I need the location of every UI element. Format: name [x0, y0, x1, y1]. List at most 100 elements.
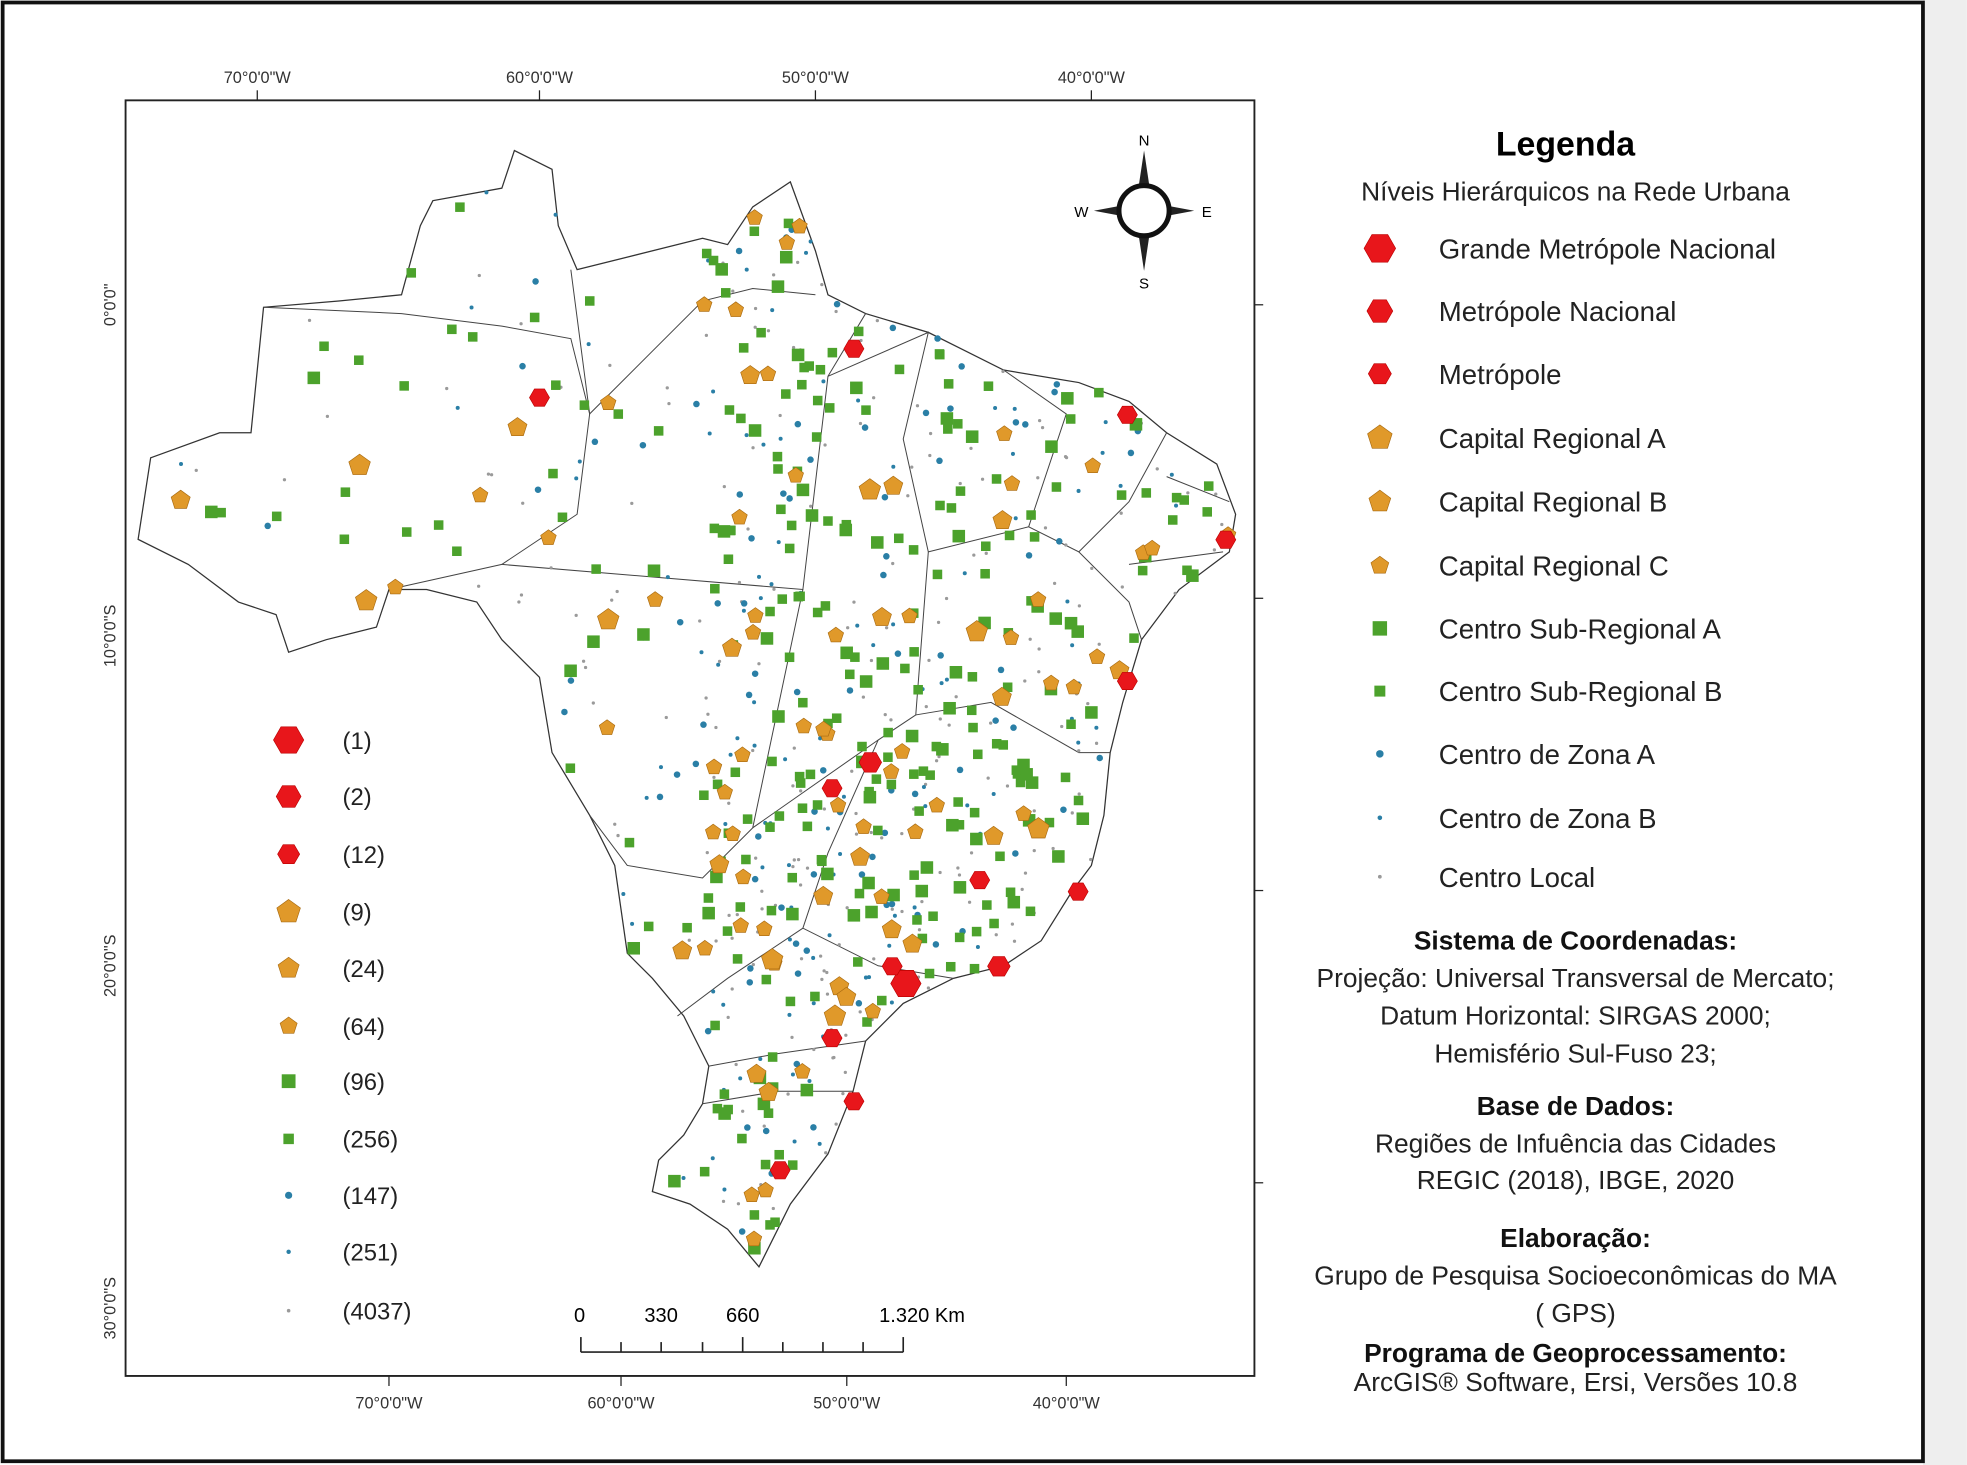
square-marker [717, 525, 731, 538]
circle-marker [923, 804, 928, 809]
square-marker [551, 380, 561, 390]
tick-label: 40°0'0"W [1033, 1395, 1101, 1413]
hexagon-marker [529, 388, 550, 407]
pentagon-marker [696, 939, 714, 956]
pentagon-marker [705, 823, 722, 840]
hexagon-marker [987, 956, 1011, 977]
circle-marker [745, 691, 753, 699]
pentagon-marker [992, 510, 1013, 530]
circle-marker [613, 822, 617, 826]
circle-marker [1119, 511, 1123, 515]
circle-marker [778, 904, 785, 911]
circle-marker [710, 1156, 715, 1161]
circle-marker [1032, 848, 1036, 853]
count-label: (251) [343, 1240, 399, 1267]
circle-marker [736, 1202, 741, 1206]
square-marker [1129, 633, 1139, 643]
square-marker [786, 520, 797, 531]
square-marker [723, 554, 734, 565]
pentagon-marker [787, 467, 804, 483]
circle-marker [811, 808, 818, 815]
circle-marker [736, 491, 744, 498]
circle-marker [1186, 491, 1190, 495]
circle-marker [1077, 792, 1081, 796]
square-marker [765, 1220, 775, 1230]
circle-marker [984, 551, 988, 555]
state-borders [263, 269, 1230, 1105]
circle-marker [1052, 581, 1057, 586]
circle-marker [1051, 846, 1055, 851]
circle-marker [755, 833, 762, 840]
square-marker [823, 718, 833, 729]
author-title: Elaboração: [1500, 1223, 1651, 1253]
square-marker [737, 1133, 747, 1144]
square-marker [749, 226, 760, 237]
square-marker [1094, 387, 1104, 398]
circle-marker [888, 900, 896, 908]
circle-marker [644, 795, 649, 800]
circle-marker [615, 589, 619, 594]
circle-marker [861, 424, 869, 431]
circle-marker [792, 858, 796, 862]
square-marker [812, 800, 823, 810]
circle-marker [958, 481, 962, 486]
circle-marker [867, 975, 872, 980]
circle-marker [549, 566, 553, 570]
circle-marker [1020, 887, 1024, 891]
circle-marker [282, 478, 287, 482]
square-marker [991, 738, 1002, 749]
circle-marker [608, 363, 612, 367]
circle-marker [834, 309, 838, 314]
circle-marker [762, 1127, 770, 1135]
count-legend: (1) (2) (12) (9) (24) (64) (96) (256) (147) (251)… [273, 726, 411, 1326]
pentagon-marker [731, 508, 748, 525]
pentagon-marker [472, 486, 489, 503]
count-item: (12) [277, 842, 385, 869]
square-marker [584, 296, 595, 306]
pentagon-marker [276, 899, 301, 923]
square-marker [969, 807, 980, 818]
data-title: Base de Dados: [1477, 1091, 1675, 1121]
circle-marker [792, 940, 800, 947]
square-marker [853, 957, 863, 967]
circle-marker [1013, 516, 1018, 521]
pentagon-marker [387, 578, 404, 595]
pentagon-marker [883, 475, 904, 495]
square-marker [982, 900, 992, 910]
square-marker [900, 663, 910, 674]
pentagon-marker [907, 823, 924, 839]
circle-marker [956, 866, 960, 870]
square-marker [772, 451, 783, 462]
square-marker [918, 766, 929, 776]
pentagon-marker [858, 478, 882, 500]
circle-marker [936, 620, 941, 625]
square-marker [995, 851, 1005, 862]
count-item: (4037) [286, 1299, 411, 1326]
square-marker [859, 675, 873, 688]
circle-marker [820, 282, 824, 287]
circle-marker [519, 593, 524, 597]
square-marker [797, 803, 808, 813]
square-marker [736, 413, 746, 424]
circle-marker [1037, 419, 1042, 423]
circle-marker [1051, 388, 1058, 396]
legend-item-label: Centro Local [1439, 862, 1595, 893]
circle-marker [793, 688, 801, 696]
legend-item-label: Capital Regional A [1439, 423, 1667, 454]
square-marker [973, 749, 983, 760]
pentagon-marker [778, 234, 795, 250]
circle-marker [880, 836, 884, 840]
square-marker [340, 487, 351, 497]
circle-marker [714, 600, 721, 607]
square-marker [909, 769, 919, 779]
circle-marker [1120, 585, 1124, 589]
legend-item: Centro Local [1377, 862, 1595, 893]
square-marker [767, 756, 777, 767]
circle-marker [760, 865, 765, 870]
pentagon-marker [598, 719, 616, 735]
square-marker [564, 664, 577, 678]
square-marker [967, 672, 978, 682]
circle-marker [854, 811, 858, 816]
square-marker [777, 594, 788, 604]
